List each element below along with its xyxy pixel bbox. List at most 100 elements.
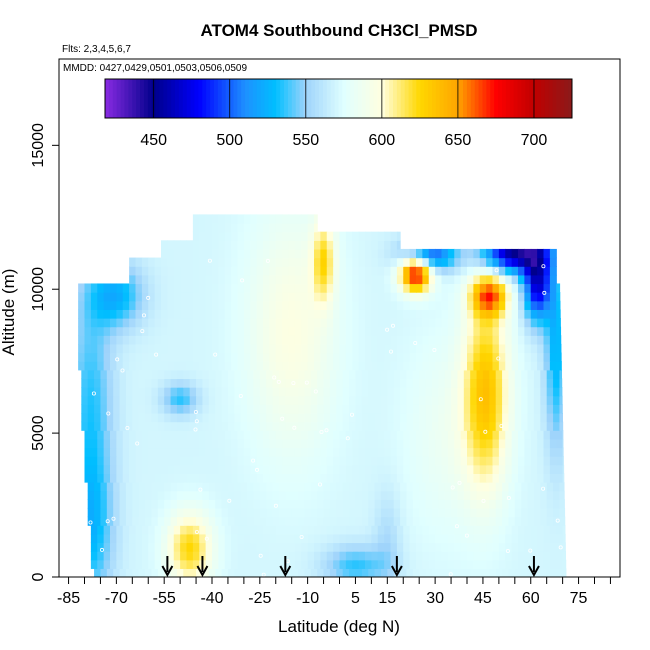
heatmap-cell (301, 274, 309, 285)
heatmap-cell (368, 387, 376, 397)
colorbar-swatch (564, 79, 569, 118)
heatmap-cell (183, 490, 191, 500)
heatmap-cell (314, 525, 321, 535)
heatmap-cell (125, 490, 133, 500)
heatmap-cell (345, 231, 353, 241)
heatmap-cell (530, 266, 538, 276)
heatmap-cell (129, 361, 137, 371)
heatmap-cell (282, 248, 290, 259)
heatmap-cell (164, 412, 172, 423)
heatmap-cell (110, 352, 117, 362)
heatmap-cell (301, 335, 309, 345)
heatmap-cell (333, 352, 341, 362)
heatmap-cell (90, 283, 98, 293)
heatmap-cell (269, 240, 277, 250)
heatmap-cell (489, 482, 497, 492)
colorbar-swatch (521, 79, 526, 118)
heatmap-cell (454, 257, 462, 267)
heatmap-cell (489, 369, 497, 380)
heatmap-cell (537, 430, 545, 440)
heatmap-cell (457, 507, 465, 518)
heatmap-cell (240, 516, 248, 526)
heatmap-cell (320, 438, 328, 449)
heatmap-cell (396, 352, 404, 362)
heatmap-cell (301, 559, 309, 569)
heatmap-cell (307, 274, 315, 285)
heatmap-cell (527, 421, 535, 431)
heatmap-cell (524, 533, 532, 544)
heatmap-cell (259, 490, 267, 500)
heatmap-cell (435, 551, 443, 561)
heatmap-cell (377, 300, 385, 310)
heatmap-cell (250, 240, 258, 250)
heatmap-cell (250, 551, 258, 561)
heatmap-cell (333, 326, 341, 336)
heatmap-cell (259, 387, 267, 397)
heatmap-cell (479, 300, 487, 310)
heatmap-cell (352, 292, 360, 302)
heatmap-cell (135, 525, 143, 535)
heatmap-cell (336, 482, 344, 492)
heatmap-cell (549, 473, 557, 483)
heatmap-cell (285, 387, 293, 397)
heatmap-cell (110, 335, 117, 345)
heatmap-cell (361, 378, 369, 388)
heatmap-cell (371, 257, 379, 267)
heatmap-cell (250, 248, 258, 259)
heatmap-cell (263, 335, 270, 345)
heatmap-cell (221, 516, 229, 526)
heatmap-cell (511, 318, 519, 328)
heatmap-cell (314, 533, 321, 544)
heatmap-cell (240, 490, 248, 500)
heatmap-cell (495, 507, 503, 518)
heatmap-cell (428, 274, 436, 285)
colorbar-swatch (361, 79, 367, 118)
heatmap-cell (304, 395, 312, 405)
heatmap-cell (103, 309, 111, 319)
heatmap-cell (116, 464, 124, 474)
heatmap-cell (205, 318, 213, 328)
heatmap-cell (419, 516, 427, 526)
heatmap-cell (476, 387, 484, 397)
heatmap-cell (173, 447, 181, 457)
heatmap-cell (282, 464, 290, 474)
heatmap-cell (237, 283, 245, 293)
heatmap-cell (400, 499, 408, 509)
heatmap-cell (396, 361, 404, 371)
heatmap-cell (352, 525, 360, 535)
heatmap-cell (444, 378, 452, 388)
heatmap-cell (329, 395, 337, 405)
heatmap-cell (476, 490, 484, 500)
heatmap-cell (422, 309, 430, 319)
heatmap-cell (333, 231, 341, 241)
heatmap-cell (377, 326, 385, 336)
heatmap-cell (447, 248, 455, 259)
heatmap-cell (559, 490, 565, 500)
heatmap-cell (275, 266, 283, 276)
heatmap-cell (186, 318, 194, 328)
heatmap-cell (161, 473, 168, 483)
heatmap-cell (444, 490, 452, 500)
heatmap-cell (540, 387, 548, 397)
sample-point (450, 485, 455, 490)
heatmap-cell (221, 387, 229, 397)
heatmap-cell (495, 516, 503, 526)
heatmap-cell (416, 559, 423, 569)
heatmap-cell (419, 507, 427, 518)
heatmap-cell (231, 343, 239, 354)
heatmap-cell (422, 430, 430, 440)
heatmap-cell (151, 378, 159, 388)
heatmap-cell (422, 335, 430, 345)
heatmap-cell (409, 464, 417, 474)
heatmap-cell (390, 438, 398, 449)
heatmap-cell (151, 490, 159, 500)
heatmap-cell (205, 343, 213, 354)
heatmap-cell (212, 231, 219, 241)
heatmap-cell (288, 551, 296, 561)
heatmap-cell (441, 447, 449, 457)
heatmap-cell (266, 568, 274, 577)
heatmap-cell (215, 369, 223, 380)
heatmap-cell (154, 447, 162, 457)
heatmap-cell (263, 343, 270, 354)
heatmap-cell (250, 318, 258, 328)
